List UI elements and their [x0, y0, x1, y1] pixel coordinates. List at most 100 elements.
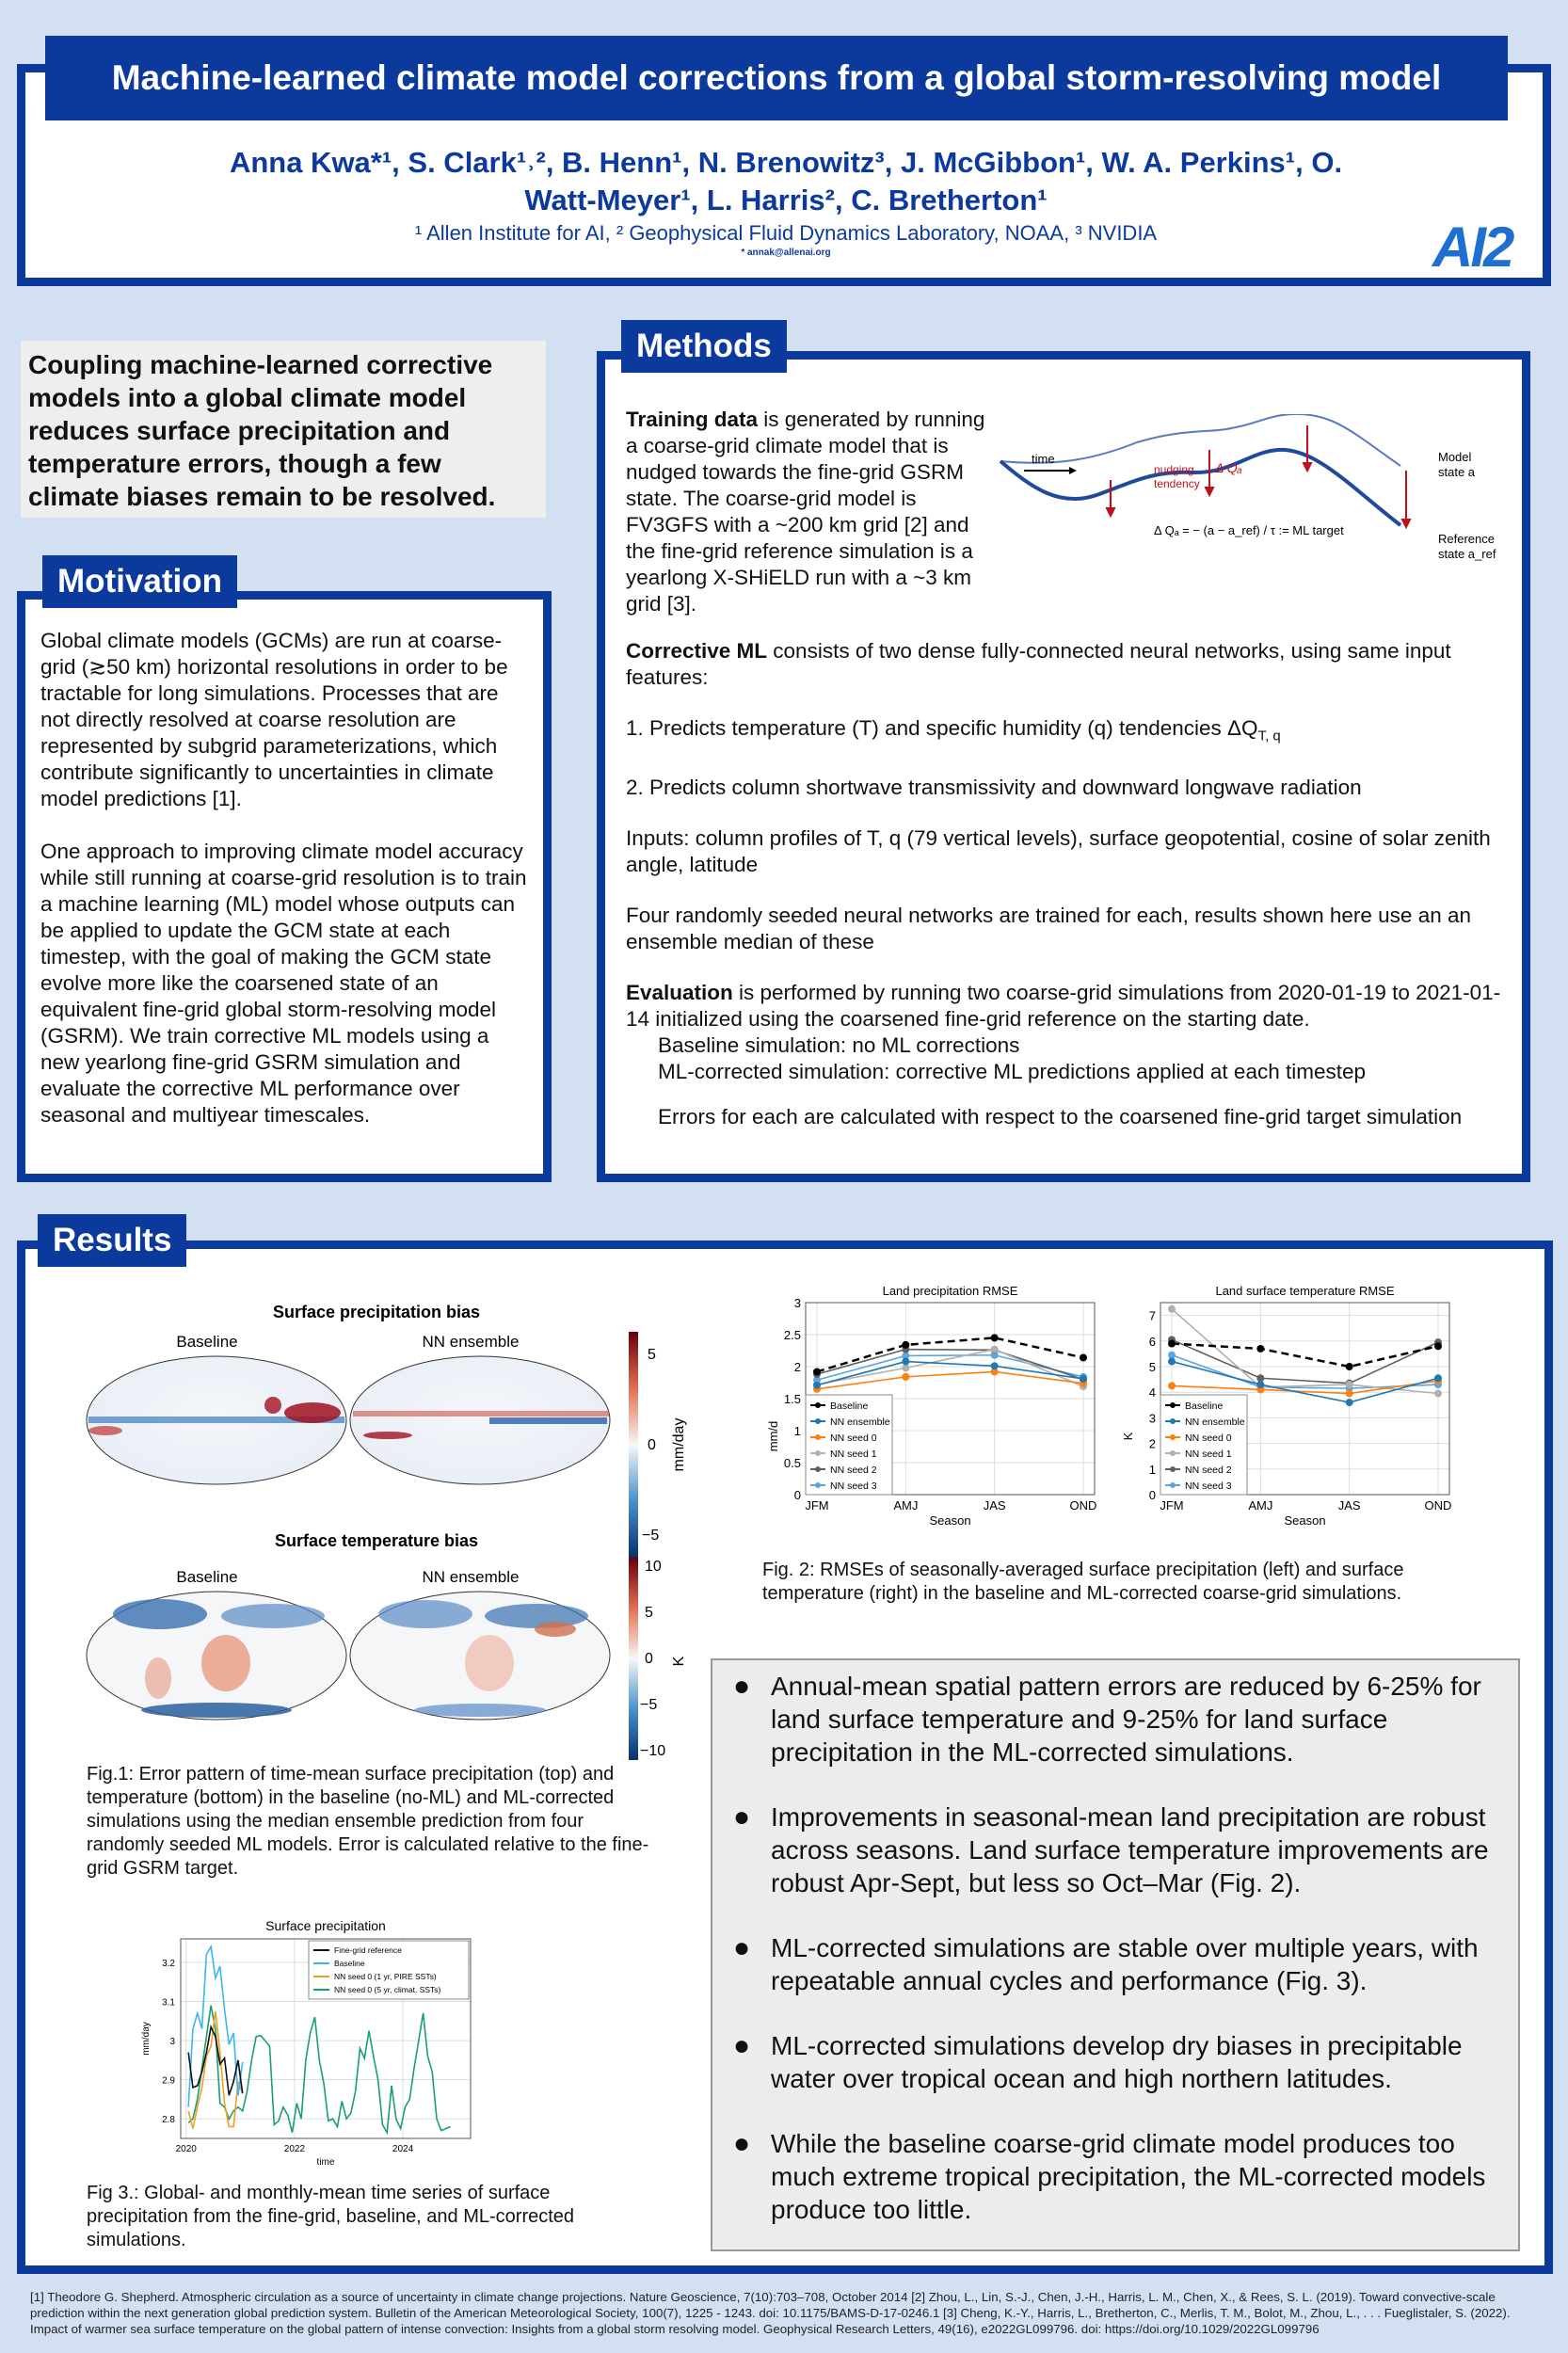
precip-rmse-ytick: 1.5 [784, 1392, 801, 1406]
temp-tick-0: 0 [645, 1651, 653, 1667]
temp-rmse-series-nn-ensemble-point [1256, 1381, 1265, 1389]
temp-rmse-ylabel: K [1121, 1432, 1135, 1440]
precip-timeseries-ytick: 3.2 [162, 1959, 175, 1969]
temp-rmse-ytick: 5 [1149, 1360, 1156, 1374]
affiliations: ¹ Allen Institute for AI, ² Geophysical … [414, 221, 1158, 245]
precip-rmse-ytick: 2 [794, 1360, 801, 1374]
precip-rmse-series-nn-seed-3-point [902, 1352, 910, 1360]
precip-rmse-series-baseline-point [990, 1334, 999, 1342]
temp-rmse-title: Land surface temperature RMSE [1215, 1284, 1394, 1298]
precip-unit-label: mm/day [671, 1418, 687, 1472]
precip-rmse-series-nn-seed-2-line [816, 1348, 1084, 1381]
tendency-label: tendency [1154, 477, 1200, 490]
methods-panel: Training data is generated by running a … [597, 351, 1530, 1182]
results-summary: ● Annual-mean spatial pattern errors are … [711, 1658, 1520, 2251]
summary-bullet-text: Annual-mean spatial pattern errors are r… [771, 1672, 1481, 1767]
precip-rmse-legend-marker [815, 1466, 821, 1472]
figure-2-caption: Fig. 2: RMSEs of seasonally-averaged sur… [762, 1560, 1404, 1604]
precip-baseline-label: Baseline [176, 1333, 237, 1351]
temp-rmse-legend-marker [1170, 1418, 1176, 1424]
method-item-1-text: 1. Predicts temperature (T) and specific… [626, 716, 1258, 740]
precip-rmse-series-nn-ensemble-point [1080, 1374, 1087, 1383]
precip-rmse-xlabel: Season [929, 1513, 970, 1528]
precip-timeseries-legend-label: NN seed 0 (1 yr, PIRE SSTs) [334, 1972, 437, 1981]
temp-rmse-ytick: 1 [1149, 1463, 1156, 1477]
temp-rmse-series-nn-seed-0-line [1171, 1380, 1439, 1395]
bullet-icon: ● [733, 2030, 751, 2061]
corrective-ml-label: Corrective ML [626, 639, 768, 663]
bullet-icon: ● [733, 1671, 751, 1702]
reference-state-curve [999, 447, 1402, 527]
precip-rmse-series-baseline-point [813, 1368, 821, 1376]
precip-timeseries-series-line [187, 2024, 244, 2096]
figure-3-caption: Fig 3.: Global- and monthly-mean time se… [87, 2183, 575, 2250]
temp-baseline-label: Baseline [176, 1568, 237, 1586]
temp-rmse-series-nn-seed-1-point [1434, 1389, 1442, 1398]
figure-2-precip-chart: Land precipitation RMSE 0 0.5 1 1.5 2 2.5 3 JFM A… [766, 1284, 1097, 1528]
precip-rmse-xtick: JFM [805, 1498, 828, 1513]
precip-colorbar [629, 1332, 638, 1558]
temp-rmse-series-nn-seed-0-point [1345, 1389, 1353, 1398]
precip-rmse-series-nn-seed-0-point [990, 1368, 999, 1376]
training-data-label: Training data [626, 408, 759, 431]
motivation-paragraph-1: Global climate models (GCMs) are run at … [40, 629, 508, 810]
motivation-heading: Motivation [42, 555, 237, 608]
ai2-logo: AI2 [1432, 216, 1514, 279]
precip-rmse-xtick: OND [1070, 1498, 1097, 1513]
evaluation-text: Evaluation is performed by running two c… [626, 980, 1509, 1032]
precip-nn-map [349, 1355, 611, 1485]
errors-text: Errors for each are calculated with resp… [658, 1104, 1463, 1128]
temp-rmse-series-baseline-point [1434, 1342, 1442, 1351]
method-item-1-subscript: T, q [1257, 728, 1281, 744]
motivation-panel: Global climate models (GCMs) are run at … [17, 591, 552, 1182]
model-state-label-2: state a [1438, 465, 1476, 479]
temp-rmse-series-nn-seed-1-line [1171, 1308, 1439, 1395]
precip-timeseries-legend-label: Baseline [334, 1959, 365, 1968]
evaluation-body: is performed by running two coarse-grid … [626, 980, 1501, 1031]
model-state-label: Model [1438, 450, 1472, 464]
authors-line-2: Watt-Meyer¹, L. Harris², C. Bretherton¹ [524, 184, 1048, 216]
precip-baseline-map [86, 1355, 347, 1485]
temp-rmse-series-nn-seed-3-point [1168, 1351, 1176, 1359]
temp-rmse-legend-marker [1170, 1482, 1176, 1488]
figure-1-maps: Surface precipitation bias Baseline NN e… [86, 1303, 687, 1760]
precip-rmse-ylabel: mm/d [766, 1421, 780, 1452]
precip-timeseries-ytick: 3.1 [162, 1998, 175, 2009]
temp-colorbar [629, 1558, 638, 1760]
temp-rmse-series-nn-ensemble-point [1345, 1399, 1353, 1407]
precip-rmse-legend-marker [815, 1402, 821, 1408]
summary-bullet: ● ML-corrected simulations develop dry bi… [733, 2029, 1499, 2095]
precip-nn-label: NN ensemble [423, 1333, 520, 1351]
precip-rmse-legend-marker [815, 1482, 821, 1488]
temp-nn-map [349, 1591, 611, 1721]
model-state-curve [1000, 414, 1401, 467]
precip-tick-5: 5 [648, 1347, 656, 1363]
temp-rmse-series-nn-ensemble-line [1171, 1360, 1439, 1403]
temp-baseline-map [86, 1591, 347, 1721]
temp-rmse-legend-marker [1170, 1434, 1176, 1440]
temp-rmse-series-baseline-point [1345, 1363, 1353, 1370]
precip-rmse-ytick: 1 [794, 1424, 801, 1438]
nudging-arrows-icon [1105, 425, 1412, 530]
precip-timeseries-ytick: 2.9 [162, 2076, 175, 2087]
nudging-label: nudging [1154, 463, 1194, 476]
temp-rmse-series-nn-seed-0-point [1168, 1382, 1176, 1390]
temp-rmse-ytick: 4 [1149, 1385, 1156, 1400]
precip-rmse-series-nn-seed-3-line [816, 1353, 1084, 1382]
precip-rmse-legend-label: NN seed 3 [830, 1481, 877, 1492]
references: [1] Theodore G. Shepherd. Atmospheric ci… [30, 2290, 1511, 2336]
precip-rmse-legend-marker [815, 1418, 821, 1424]
precip-timeseries-xtick: 2024 [392, 2144, 414, 2154]
precip-rmse-legend-label: Baseline [830, 1401, 868, 1412]
summary-bullet-text: While the baseline coarse-grid climate m… [771, 2129, 1486, 2224]
precip-rmse-ytick: 3 [794, 1296, 801, 1310]
precip-rmse-series-baseline-point [1080, 1353, 1087, 1362]
corrective-ml-text: Corrective ML consists of two dense full… [626, 638, 1509, 691]
precip-timeseries-ylabel: mm/day [141, 2022, 152, 2056]
training-data-body: is generated by running a coarse-grid cl… [626, 408, 985, 616]
summary-bullet: ● ML-corrected simulations are stable ove… [733, 1931, 1499, 1997]
temp-rmse-series-nn-ensemble-point [1168, 1357, 1176, 1366]
poster-title: Machine-learned climate model correction… [45, 36, 1508, 120]
precip-rmse-xtick: JAS [984, 1498, 1006, 1513]
temp-rmse-legend-label: NN seed 2 [1185, 1465, 1232, 1476]
